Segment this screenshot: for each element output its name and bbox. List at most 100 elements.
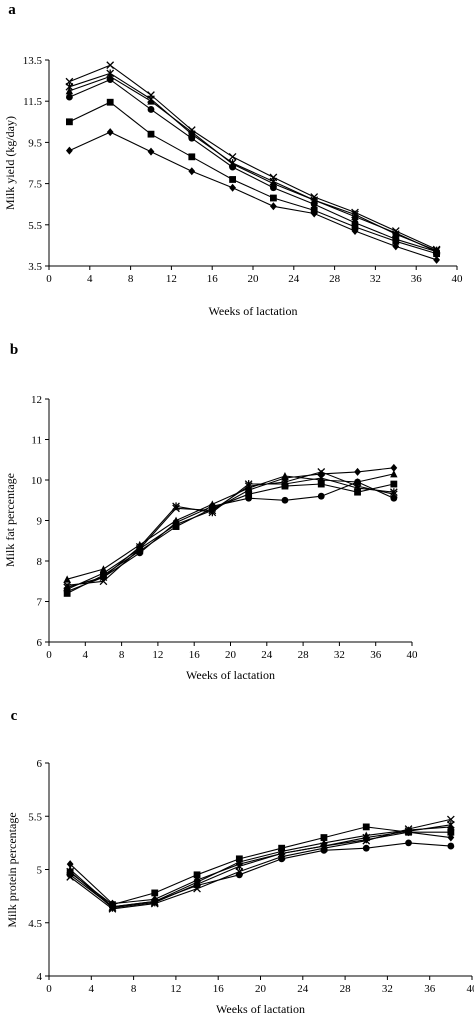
x-tick-label: 4 [89,983,95,995]
panel-label: a [8,2,16,18]
x-tick-label: 32 [382,983,393,995]
x-axis-label: Weeks of lactation [209,304,298,318]
y-axis-label: Milk protein percentage [5,812,19,927]
x-tick-label: 12 [166,273,177,285]
data-point-x [107,62,114,69]
data-point-circle [282,497,289,504]
x-tick-label: 4 [87,273,93,285]
x-tick-label: 12 [170,983,181,995]
x-tick-label: 16 [207,273,219,285]
series-triangle [66,73,441,255]
data-point-square [390,481,397,488]
milk-protein-chart: c44.555.560481216202428323640Weeks of la… [0,700,474,1026]
data-point-square [151,890,158,897]
y-tick-label: 6 [37,758,43,770]
series-diamond [66,128,440,264]
y-tick-label: 12 [31,394,42,406]
y-tick-label: 5.5 [28,811,42,823]
data-point-diamond [354,468,361,476]
x-tick-label: 28 [298,649,310,661]
data-point-circle [352,219,359,226]
data-point-square [229,176,236,183]
y-tick-label: 7.5 [28,179,42,191]
data-point-square [270,195,277,202]
y-tick-label: 5.5 [28,220,42,232]
series-line-triangle [69,77,436,252]
data-point-diamond [229,184,236,192]
series-line-circle [69,80,436,252]
series-square [67,824,455,909]
series-circle [67,839,455,910]
y-tick-label: 3.5 [28,261,42,273]
data-point-square [194,871,201,878]
data-point-square [363,824,370,831]
series-star [66,69,440,254]
y-tick-label: 13.5 [23,55,43,67]
data-point-circle [318,493,325,500]
y-tick-label: 9 [37,516,43,528]
y-tick-label: 11 [31,435,42,447]
chart-panel-c: c44.555.560481216202428323640Weeks of la… [0,700,474,1026]
x-tick-label: 12 [152,649,163,661]
data-point-circle [363,845,370,852]
x-tick-label: 28 [329,273,341,285]
data-point-diamond [107,128,114,136]
data-point-star [270,178,277,186]
data-point-star [229,159,236,167]
data-point-square [148,131,155,138]
x-tick-label: 16 [189,649,201,661]
panel-label: c [11,708,18,724]
series-line-x [69,65,436,249]
x-tick-label: 36 [424,983,436,995]
x-tick-label: 20 [225,649,237,661]
x-tick-label: 0 [46,983,52,995]
x-tick-label: 32 [334,649,345,661]
data-point-diamond [270,202,277,210]
data-point-circle [447,843,454,850]
data-point-square [107,99,114,106]
x-tick-label: 0 [46,649,52,661]
data-point-star [107,69,114,77]
data-point-diamond [188,167,195,175]
x-tick-label: 40 [467,983,474,995]
data-point-circle [405,839,412,846]
data-point-triangle [100,565,107,572]
x-axis-label: Weeks of lactation [186,668,275,682]
x-tick-label: 32 [370,273,381,285]
y-tick-label: 8 [37,556,43,568]
x-tick-label: 8 [131,983,137,995]
data-point-square [311,207,318,214]
data-point-triangle [281,472,288,479]
x-tick-label: 20 [248,273,260,285]
data-point-circle [245,495,252,502]
series-line-diamond [69,132,436,260]
x-tick-label: 4 [83,649,89,661]
x-tick-label: 24 [288,273,300,285]
y-tick-label: 7 [37,597,43,609]
series-star [64,474,398,591]
panel-label: b [10,342,18,358]
x-tick-label: 20 [255,983,267,995]
x-axis-label: Weeks of lactation [216,1002,305,1016]
x-tick-label: 28 [340,983,352,995]
data-point-square [66,118,73,125]
series-diamond [67,828,455,907]
y-tick-label: 6 [37,637,43,649]
x-tick-label: 40 [452,273,464,285]
series-line-circle [70,843,451,907]
data-point-diamond [148,148,155,156]
y-tick-label: 4 [37,971,43,983]
series-line-diamond [70,832,451,903]
x-tick-label: 24 [261,649,273,661]
data-point-triangle [390,470,397,477]
data-point-square [188,153,195,160]
series-line-diamond [67,468,394,590]
series-line-star [67,478,394,587]
y-tick-label: 5 [37,865,43,877]
series-diamond [64,464,398,593]
x-tick-label: 40 [407,649,419,661]
data-point-circle [148,106,155,113]
